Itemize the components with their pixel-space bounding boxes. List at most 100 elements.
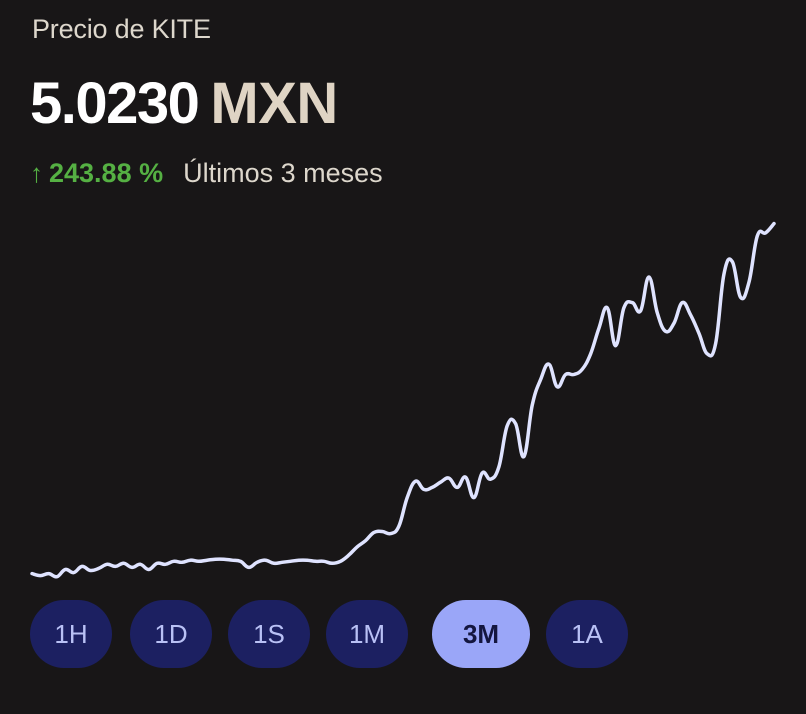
price-point [472,496,476,500]
range-button-1d[interactable]: 1D [130,600,212,668]
price-point [147,568,151,572]
price-point [247,565,251,569]
price-point [97,566,101,570]
price-point [639,309,643,313]
price-point [730,260,734,264]
price-point [397,524,401,528]
price-point [764,231,768,235]
price-point [739,296,743,300]
price-point [322,559,326,563]
price-point [422,487,426,491]
price-point [705,352,709,356]
price-point [288,559,292,563]
price-point [489,477,493,481]
price-point [589,352,593,356]
price-point [505,424,509,428]
price-point [414,479,418,483]
price-point [664,329,668,333]
price-point [689,313,693,317]
price-point [55,575,59,579]
price-point [522,455,526,459]
change-percent: 243.88 % [49,158,164,188]
time-range-selector: 1H 1D 1S 1M 3M 1A [30,600,790,668]
price-point [755,234,759,238]
price-point [447,476,451,480]
price-point [222,557,226,561]
price-point [547,362,551,366]
price-point [255,560,259,564]
price-currency: MXN [210,71,338,136]
price-point [205,558,209,562]
price-point [530,403,534,407]
price-point [389,532,393,536]
price-point [138,562,142,566]
price-point [197,559,201,563]
price-display: 5.0230 MXN [30,70,338,137]
price-point [347,553,351,557]
price-point [47,572,51,576]
price-point [88,569,92,573]
price-point [63,568,67,572]
price-point [655,311,659,315]
price-point [455,485,459,489]
range-button-1h[interactable]: 1H [30,600,112,668]
price-point [697,331,701,335]
price-point [555,385,559,389]
price-point [539,378,543,382]
price-series-line [30,221,776,579]
arrow-up-icon: ↑ [30,158,43,188]
price-point [564,373,568,377]
range-button-1m[interactable]: 1M [326,600,408,668]
price-point [113,564,117,568]
price-point [180,560,184,564]
price-point [464,475,468,479]
price-value: 5.0230 [30,71,200,136]
price-point [330,561,334,565]
price-change: ↑ 243.88 % Últimos 3 meses [30,158,383,189]
price-point [213,557,217,561]
price-point [122,561,126,565]
range-button-1a[interactable]: 1A [546,600,628,668]
price-point [614,344,618,348]
price-point [647,275,651,279]
price-point [263,558,267,562]
price-point [230,558,234,562]
price-point [272,561,276,565]
price-point [772,222,776,226]
price-point [238,559,242,563]
range-button-1s[interactable]: 1S [228,600,310,668]
price-point [80,564,84,568]
price-point [314,559,318,563]
price-point [105,562,109,566]
price-point [372,531,376,535]
price-point [680,301,684,305]
price-point [605,306,609,310]
price-point [155,561,159,565]
price-point [172,559,176,563]
price-point [297,558,301,562]
price-point [305,558,309,562]
asset-title: Precio de KITE [32,14,211,44]
price-point [38,574,42,578]
price-point [130,565,134,569]
price-point [439,480,443,484]
change-period: Últimos 3 meses [183,158,383,188]
price-point [364,539,368,543]
price-point [597,326,601,330]
price-point [572,373,576,377]
price-point [339,559,343,563]
price-point [480,471,484,475]
price-point [188,558,192,562]
price-point [163,562,167,566]
price-point [405,496,409,500]
price-point [672,321,676,325]
price-point [514,422,518,426]
price-point [630,301,634,305]
range-button-3m[interactable]: 3M [432,600,530,668]
price-point [355,545,359,549]
price-point [747,280,751,284]
price-point [280,560,284,564]
price-point [497,465,501,469]
price-line-chart [30,221,776,579]
price-point [72,571,76,575]
